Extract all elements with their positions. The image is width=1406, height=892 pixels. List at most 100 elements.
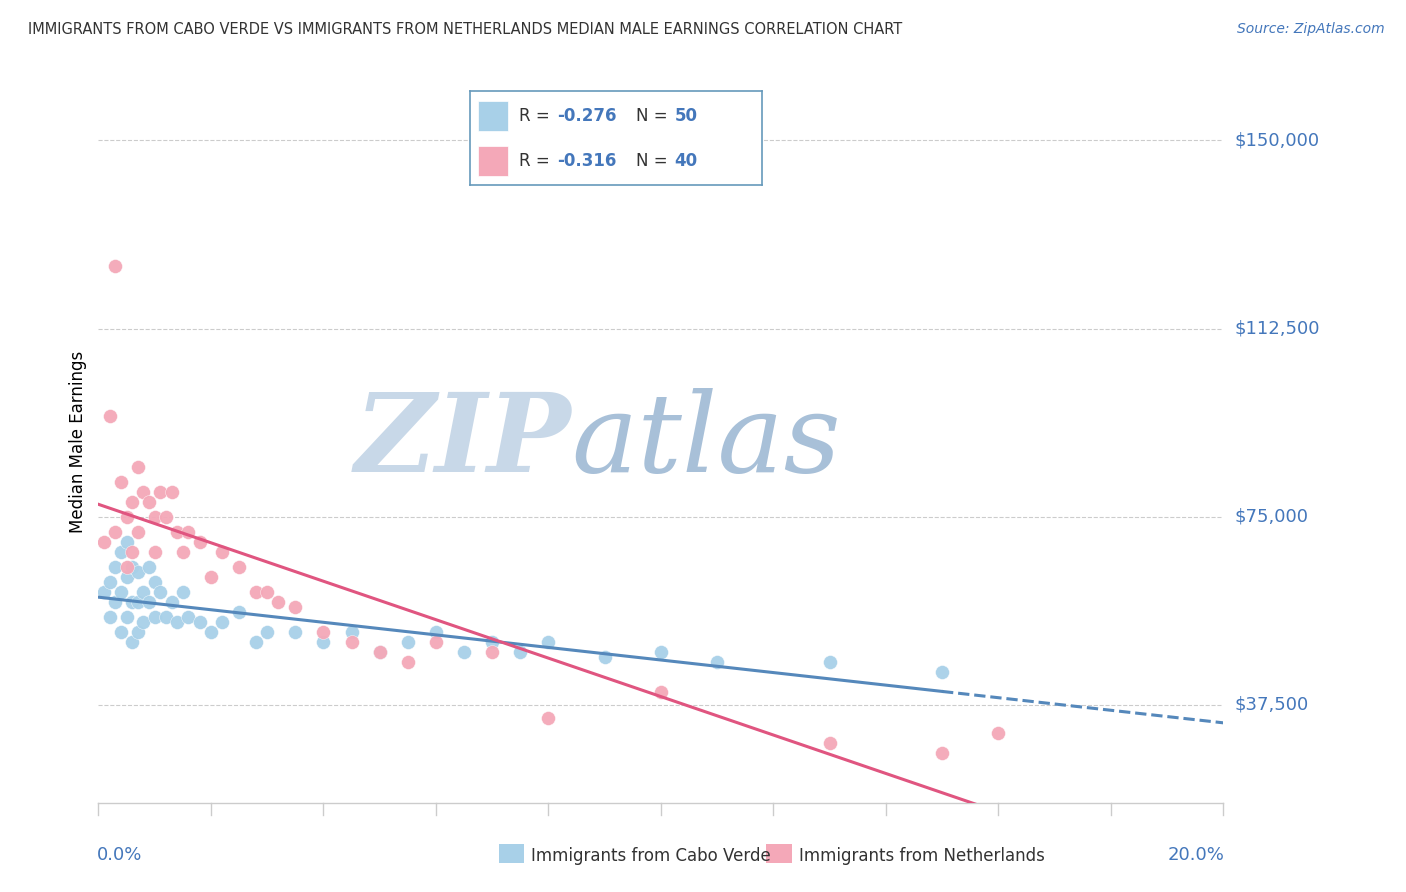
Text: IMMIGRANTS FROM CABO VERDE VS IMMIGRANTS FROM NETHERLANDS MEDIAN MALE EARNINGS C: IMMIGRANTS FROM CABO VERDE VS IMMIGRANTS…: [28, 22, 903, 37]
Point: [127, 565, 149, 579]
Point: [453, 645, 475, 659]
Point: [284, 600, 307, 615]
Point: [172, 545, 194, 559]
Text: $75,000: $75,000: [1234, 508, 1309, 525]
Point: [127, 625, 149, 640]
Point: [155, 509, 177, 524]
Point: [121, 560, 143, 574]
Point: [149, 484, 172, 499]
Point: [132, 615, 155, 630]
Point: [931, 665, 953, 680]
Text: 0.0%: 0.0%: [97, 847, 142, 864]
Point: [166, 524, 188, 539]
Point: [138, 494, 160, 508]
Point: [93, 585, 115, 599]
Point: [368, 645, 391, 659]
Point: [211, 545, 233, 559]
Point: [284, 625, 307, 640]
Point: [211, 615, 233, 630]
Point: [127, 459, 149, 474]
Point: [121, 494, 143, 508]
Text: $37,500: $37,500: [1234, 696, 1309, 714]
Point: [368, 645, 391, 659]
Point: [127, 595, 149, 609]
Point: [593, 650, 616, 665]
Point: [127, 524, 149, 539]
Point: [537, 635, 560, 649]
Point: [177, 524, 200, 539]
Point: [650, 645, 672, 659]
Point: [110, 625, 132, 640]
Point: [256, 625, 278, 640]
Point: [110, 475, 132, 489]
Point: [425, 635, 447, 649]
Text: $150,000: $150,000: [1234, 131, 1319, 150]
Point: [188, 615, 211, 630]
Point: [149, 585, 172, 599]
Text: 20.0%: 20.0%: [1167, 847, 1225, 864]
Text: Source: ZipAtlas.com: Source: ZipAtlas.com: [1237, 22, 1385, 37]
Point: [340, 635, 363, 649]
Point: [177, 610, 200, 624]
Point: [509, 645, 531, 659]
Text: atlas: atlas: [571, 388, 841, 495]
Point: [115, 509, 138, 524]
Point: [312, 625, 335, 640]
Point: [115, 560, 138, 574]
Point: [115, 610, 138, 624]
Point: [987, 725, 1010, 739]
Point: [166, 615, 188, 630]
Text: Immigrants from Cabo Verde: Immigrants from Cabo Verde: [531, 847, 772, 865]
Point: [228, 605, 250, 619]
Point: [93, 534, 115, 549]
Point: [138, 595, 160, 609]
Point: [104, 595, 127, 609]
Point: [110, 585, 132, 599]
Point: [104, 524, 127, 539]
Point: [818, 735, 841, 749]
Point: [245, 635, 267, 649]
Point: [98, 574, 121, 589]
Point: [132, 585, 155, 599]
Point: [160, 484, 183, 499]
Y-axis label: Median Male Earnings: Median Male Earnings: [69, 351, 87, 533]
Point: [121, 545, 143, 559]
Text: Immigrants from Netherlands: Immigrants from Netherlands: [799, 847, 1045, 865]
Point: [104, 259, 127, 273]
Point: [188, 534, 211, 549]
Point: [312, 635, 335, 649]
Point: [818, 655, 841, 669]
Point: [160, 595, 183, 609]
Point: [104, 560, 127, 574]
Point: [396, 655, 419, 669]
Point: [340, 625, 363, 640]
Point: [650, 685, 672, 699]
Point: [121, 635, 143, 649]
Point: [228, 560, 250, 574]
Text: $112,500: $112,500: [1234, 319, 1320, 338]
Point: [138, 560, 160, 574]
Point: [143, 610, 166, 624]
Point: [537, 710, 560, 724]
Point: [200, 570, 222, 584]
Point: [172, 585, 194, 599]
Point: [200, 625, 222, 640]
Point: [481, 635, 503, 649]
Point: [110, 545, 132, 559]
Point: [143, 545, 166, 559]
Point: [115, 570, 138, 584]
Point: [931, 746, 953, 760]
Point: [143, 574, 166, 589]
Point: [155, 610, 177, 624]
Point: [98, 610, 121, 624]
Point: [121, 595, 143, 609]
Point: [143, 509, 166, 524]
Point: [706, 655, 728, 669]
Point: [245, 585, 267, 599]
Point: [256, 585, 278, 599]
Point: [132, 484, 155, 499]
Point: [425, 625, 447, 640]
Point: [267, 595, 290, 609]
Point: [98, 409, 121, 424]
Point: [481, 645, 503, 659]
